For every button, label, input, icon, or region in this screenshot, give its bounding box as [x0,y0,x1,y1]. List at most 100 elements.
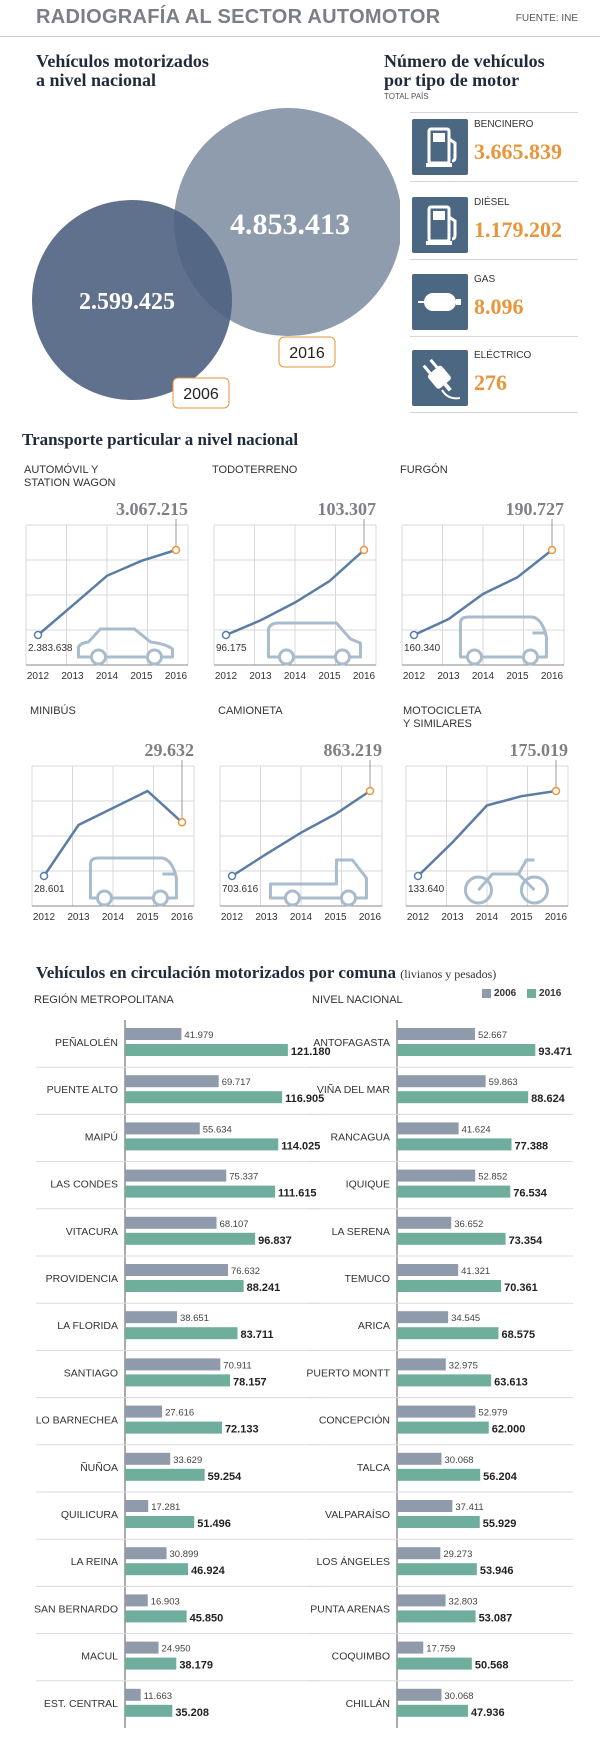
value-label-2016: 73.354 [509,1235,544,1247]
bar-2006 [397,1216,452,1229]
last-value-label: 3.067.215 [116,499,188,519]
x-tick-label: 2015 [318,671,341,682]
motor-value: 3.665.839 [474,139,562,164]
bar-2006 [397,1641,424,1654]
pickup-icon [283,889,301,907]
motor-label: GAS [474,274,496,285]
category-label: ARICA [358,1320,390,1332]
motor-value: 8.096 [474,294,524,319]
van-icon [465,648,483,666]
bar-2006 [397,1452,442,1465]
series-line [413,549,553,637]
value-label-2006: 16.903 [151,1596,180,1607]
bar-2016 [125,1232,256,1245]
value-label-2006: 17.759 [426,1644,455,1655]
category-label: LA SERENA [332,1226,390,1238]
legend-swatch-2006 [482,988,491,998]
bar-2006 [125,1547,167,1560]
value-label-2016: 46.924 [191,1565,226,1577]
x-tick-label: 2015 [506,671,529,682]
bar-2006 [125,1500,149,1512]
category-label: TEMUCO [345,1273,391,1285]
fuel-pump-icon [412,119,468,175]
venn-diagram: 4.853.413 2.599.425 2016 2006 [32,108,400,409]
value-label-2006: 41.321 [461,1266,490,1277]
category-label: VIÑA DEL MAR [317,1083,391,1096]
x-tick-label: 2013 [67,912,90,923]
category-label: PEÑALOLÉN [55,1036,118,1049]
x-tick-label: 2014 [476,912,499,923]
category-label: LA FLORIDA [57,1320,118,1332]
data-point-last [359,545,369,555]
bar-2006 [125,1122,200,1135]
motor-title: Número de vehículos por tipo de motor [384,51,545,90]
x-tick-label: 2015 [324,912,347,923]
category-label: TALCA [357,1462,390,1474]
value-label-2016: 78.157 [233,1376,267,1388]
category-label: PUNTA ARENAS [310,1603,390,1615]
bar-2016 [397,1374,492,1387]
category-label: QUILICURA [61,1509,118,1521]
motor-row-electrico: ELÉCTRICO 276 [410,344,578,413]
bar-2016 [125,1563,189,1576]
line-chart-label: MOTOCICLETA Y SIMILARES [403,705,482,730]
bar-2006 [397,1122,459,1135]
x-tick-label: 2012 [407,912,430,923]
last-value-label: 175.019 [510,740,569,760]
value-label-2006: 32.803 [449,1596,478,1607]
legend-swatch-2016 [527,988,537,998]
bar-2006 [397,1311,449,1324]
bar-2016 [397,1044,536,1056]
value-label-2006: 30.068 [445,1691,474,1702]
value-label-2006: 27.616 [165,1408,194,1419]
category-label: EST. CENTRAL [44,1698,118,1710]
comuna-subtitle: (livianos y pesados) [400,967,497,981]
category-label: ÑUÑOA [80,1461,118,1474]
data-point-last [171,545,181,555]
pickup-icon [339,889,357,907]
car-icon [89,648,107,666]
value-label-2016: 68.575 [501,1329,535,1341]
data-point-first [221,630,231,640]
category-label: COQUIMBO [332,1651,390,1663]
bar-2016 [397,1232,506,1245]
value-label-2016: 50.568 [475,1660,509,1672]
value-label-2016: 35.208 [175,1707,209,1719]
bar-2016 [125,1704,173,1717]
suv-icon [266,621,362,659]
x-tick-label: 2014 [96,671,119,682]
bar-2016 [397,1280,502,1292]
bar-2016 [397,1657,472,1670]
x-tick-label: 2013 [441,912,464,923]
x-tick-label: 2014 [102,912,125,923]
value-label-2006: 41.979 [184,1030,213,1041]
venn-circle-2006 [32,200,232,400]
value-label-2016: 47.936 [471,1707,505,1719]
x-tick-label: 2016 [545,912,568,923]
value-label-2016: 38.179 [179,1660,213,1672]
category-label: CHILLÁN [346,1697,390,1710]
series-line [417,789,557,877]
bar-2006 [397,1547,441,1560]
bar-2016 [397,1091,529,1104]
venn-tag-2016-box [278,336,336,368]
category-label: VALPARAÍSO [325,1508,390,1521]
data-point-first [409,630,419,640]
bar-2016 [397,1610,476,1623]
motor-subtitle: TOTAL PAÍS [384,92,429,101]
value-label-2016: 77.388 [515,1140,549,1152]
value-label-2016: 88.241 [247,1282,281,1294]
value-label-2006: 76.632 [231,1266,260,1277]
value-label-2006: 11.663 [144,1691,172,1702]
source-note: FUENTE: INE [515,13,578,24]
bar-2006 [125,1169,227,1182]
category-label: LA REINA [71,1556,118,1568]
value-label-2006: 52.667 [478,1030,507,1041]
value-label-2006: 24.950 [162,1644,191,1655]
value-label-2016: 88.624 [531,1093,566,1105]
data-point-last [547,545,557,555]
bar-2006 [397,1594,446,1607]
bar-2016 [125,1657,177,1670]
suv-icon [277,648,295,666]
bar-2006 [125,1594,148,1607]
